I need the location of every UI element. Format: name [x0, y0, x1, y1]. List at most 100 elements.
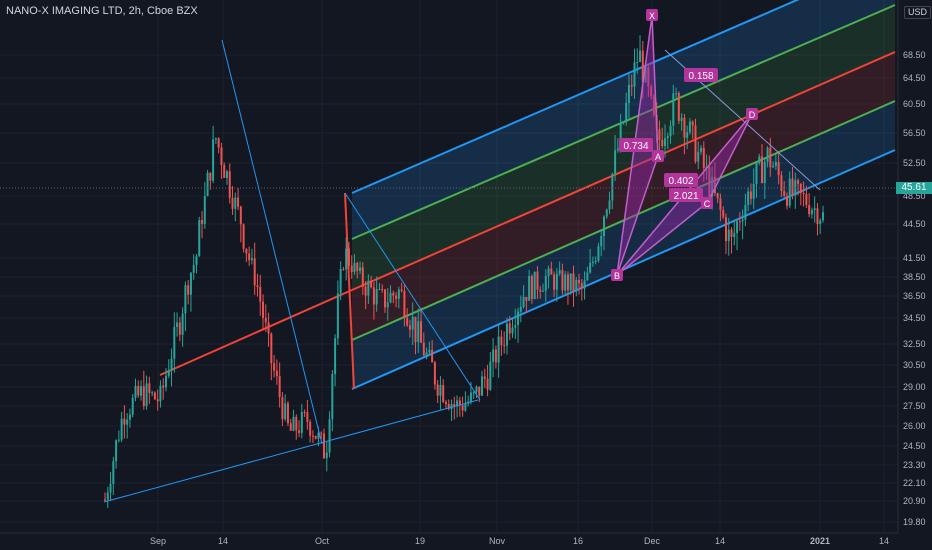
- candle-body: [547, 268, 550, 277]
- x-tick-label: 16: [573, 536, 583, 546]
- candle-body: [822, 212, 824, 221]
- candle-body: [578, 280, 581, 284]
- symbol-title: NANO-X IMAGING LTD, 2h, Cboe BZX: [6, 5, 198, 17]
- pattern-point-x: X: [649, 11, 655, 21]
- candle-body: [239, 206, 242, 225]
- y-tick-label: 52.50: [903, 158, 926, 168]
- candle-body: [145, 383, 148, 407]
- candle-body: [600, 235, 603, 247]
- candle-body: [780, 175, 783, 192]
- candle-body: [336, 293, 339, 339]
- x-tick-label: 14: [218, 536, 228, 546]
- candle-body: [478, 386, 481, 396]
- candle-body: [178, 322, 181, 335]
- candle-body: [447, 404, 450, 409]
- candle-body: [747, 191, 750, 205]
- price-axis[interactable]: 68.50 64.50 60.50 56.50 52.50 48.50 44.50 41.50…: [897, 0, 926, 533]
- candle-body: [417, 321, 420, 343]
- channel-line: [351, 100, 896, 341]
- candle-body: [683, 117, 686, 138]
- candle-body: [528, 276, 531, 301]
- candle-body: [514, 325, 517, 328]
- candle-body: [334, 338, 337, 375]
- candle-body: [672, 93, 675, 126]
- candle-body: [298, 430, 301, 433]
- x-tick-label: Nov: [489, 536, 506, 546]
- candle-body: [162, 385, 165, 388]
- candle-body: [173, 326, 176, 359]
- candle-body: [741, 219, 744, 222]
- y-tick-label: 30.50: [903, 360, 926, 370]
- candle-body: [808, 205, 811, 215]
- candle-body: [713, 176, 716, 194]
- x-tick-label: Dec: [644, 536, 661, 546]
- candle-body: [323, 433, 326, 459]
- candle-body: [525, 297, 528, 301]
- candle-body: [539, 289, 542, 292]
- y-tick-label: 56.50: [903, 128, 926, 138]
- ratio-label: 2.021: [673, 191, 698, 202]
- candle-body: [500, 336, 503, 345]
- candle-body: [583, 280, 586, 289]
- candle-body: [810, 210, 813, 215]
- candle-body: [356, 262, 359, 271]
- candle-body: [772, 165, 775, 168]
- candle-body: [364, 286, 367, 296]
- candle-body: [711, 176, 714, 197]
- candle-body: [206, 172, 209, 196]
- candle-body: [669, 125, 672, 137]
- candle-body: [203, 195, 206, 224]
- candle-body: [536, 271, 539, 290]
- candle-body: [309, 421, 312, 436]
- candle-body: [608, 200, 611, 210]
- pattern-point-a-bg: [652, 150, 664, 162]
- candle-body: [248, 253, 251, 261]
- candle-body: [769, 147, 772, 168]
- candle-body: [755, 163, 758, 185]
- candle-body: [370, 280, 373, 288]
- candle-body: [744, 204, 747, 220]
- y-tick-label: 64.50: [903, 73, 926, 83]
- candle-body: [414, 316, 417, 343]
- candle-body: [292, 416, 295, 431]
- candle-body: [777, 162, 780, 176]
- candle-body: [733, 233, 736, 237]
- candle-body: [450, 403, 453, 409]
- candle-body: [658, 129, 661, 140]
- candle-body: [217, 138, 220, 148]
- candle-body: [572, 273, 575, 292]
- candle-body: [237, 197, 240, 207]
- candle-body: [461, 405, 464, 411]
- candle-body: [214, 138, 217, 140]
- candle-body: [140, 386, 143, 396]
- candle-body: [666, 136, 669, 139]
- candle-body: [117, 439, 120, 441]
- channel-band: [352, 101, 895, 389]
- candle-body: [109, 483, 112, 493]
- candle-body: [256, 285, 259, 287]
- x-tick-label: Oct: [315, 536, 330, 546]
- candle-body: [325, 452, 328, 459]
- candle-body: [677, 93, 680, 121]
- xabcd-pattern: X A B C D 0.158 0.734 0.402 2.021: [611, 9, 758, 281]
- currency-button[interactable]: USD: [904, 6, 932, 19]
- candle-body: [187, 285, 190, 295]
- candle-body: [580, 283, 583, 289]
- candle-body: [700, 147, 703, 152]
- candle-body: [372, 287, 375, 305]
- sep-fall-line: [221, 39, 323, 445]
- median-extension-line: [159, 289, 353, 376]
- candle-body: [797, 180, 800, 184]
- channel-line: [351, 0, 800, 194]
- candle-body: [286, 403, 289, 424]
- candle-body: [727, 229, 730, 242]
- candle-body: [234, 197, 237, 209]
- candle-body: [428, 349, 431, 353]
- candle-body: [359, 267, 362, 271]
- time-axis[interactable]: Sep 14 Oct 19 Nov 16 Dec 14 2021 14: [0, 532, 898, 546]
- candle-body: [284, 403, 287, 420]
- candle-body: [813, 208, 816, 211]
- x-tick-label: 2021: [810, 536, 830, 546]
- y-tick-label: 27.50: [903, 401, 926, 411]
